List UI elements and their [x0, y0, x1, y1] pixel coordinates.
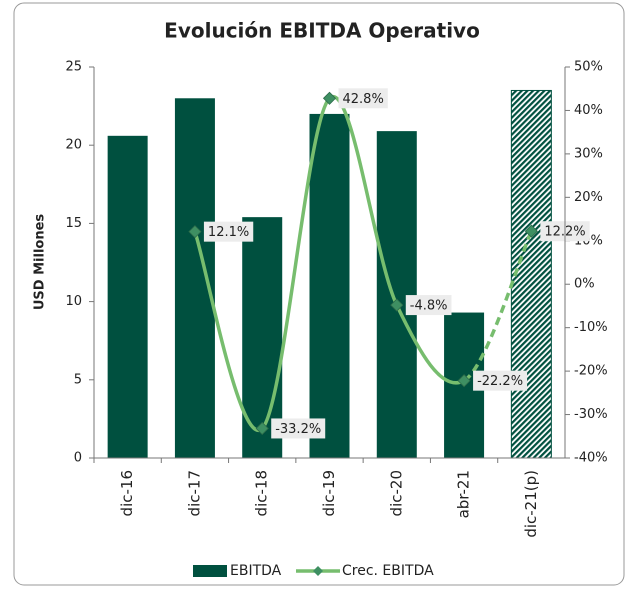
x-tick-label: dic-18	[253, 470, 271, 516]
value-label: -22.2%	[477, 374, 523, 389]
y2-tick-label: -30%	[574, 407, 608, 422]
value-label: -4.8%	[410, 299, 448, 314]
value-label-bg	[271, 418, 326, 439]
y2-tick-label: 20%	[574, 190, 603, 205]
bar	[376, 131, 417, 458]
y-tick-label: 15	[65, 216, 82, 231]
y2-tick-label: -20%	[574, 364, 608, 379]
y2-tick-label: 30%	[574, 146, 603, 161]
value-label: 42.8%	[343, 92, 384, 107]
y-tick-label: 10	[65, 294, 82, 309]
x-tick-label: dic-19	[320, 470, 338, 516]
chart-title: Evolución EBITDA Operativo	[164, 19, 480, 43]
legend-label: EBITDA	[230, 563, 282, 579]
bar	[174, 98, 215, 458]
value-label: -33.2%	[275, 422, 321, 437]
legend-marker	[313, 566, 323, 576]
value-label-bg	[473, 370, 528, 391]
y2-tick-label: 0%	[574, 277, 595, 292]
value-label-bg	[203, 221, 254, 242]
x-tick-label: dic-16	[118, 470, 136, 516]
marker	[255, 421, 269, 436]
x-tick-label: dic-20	[387, 470, 405, 516]
y2-tick-label: 40%	[574, 103, 603, 118]
value-label: 12.1%	[208, 225, 249, 240]
bar	[510, 89, 552, 459]
x-tick-label: dic-17	[185, 470, 203, 516]
bar	[107, 135, 148, 459]
y-axis-label: USD Millones	[33, 214, 48, 311]
value-label-bg	[405, 295, 452, 316]
marker	[188, 225, 202, 239]
y-tick-label: 0	[74, 451, 82, 466]
y-tick-label: 25	[65, 60, 82, 75]
marker	[457, 374, 471, 388]
x-tick-label: dic-21(p)	[522, 470, 540, 538]
y-tick-label: 5	[74, 372, 82, 387]
x-tick-label: abr-21	[455, 470, 473, 518]
bar	[242, 217, 283, 458]
y-tick-label: 20	[65, 138, 82, 153]
legend-swatch	[193, 565, 227, 577]
bar	[309, 113, 350, 459]
value-label-bg	[338, 88, 388, 109]
marker	[390, 298, 404, 312]
legend-label: Crec. EBITDA	[342, 563, 434, 579]
y2-tick-label: -10%	[574, 320, 608, 335]
y2-tick-label: 50%	[574, 60, 603, 75]
y2-tick-label: -40%	[574, 451, 608, 466]
marker	[524, 224, 538, 238]
marker	[322, 91, 337, 105]
